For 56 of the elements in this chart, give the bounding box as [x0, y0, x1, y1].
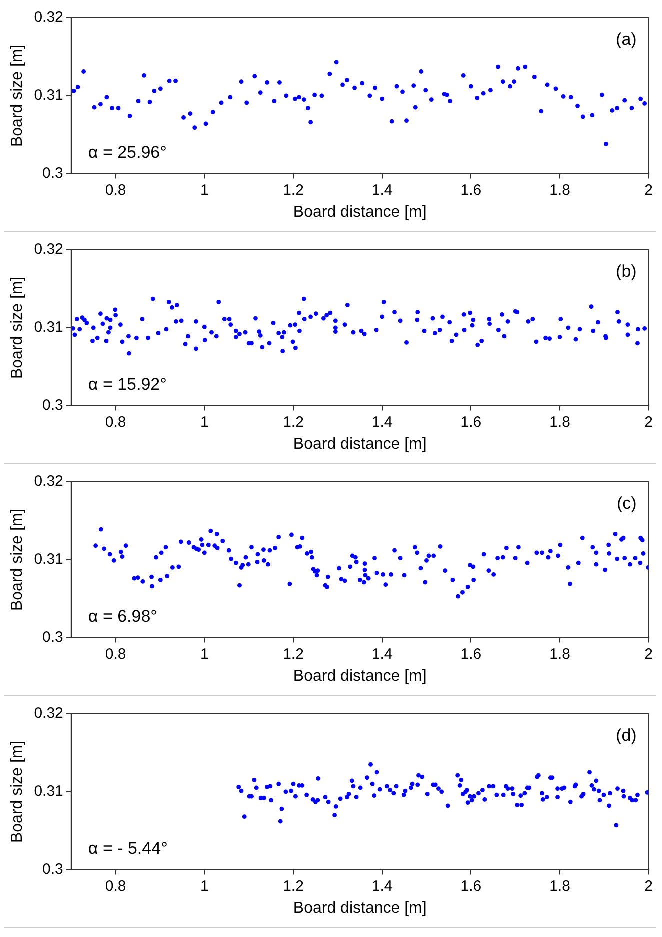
y-tick-label: 0.32: [34, 241, 64, 258]
x-tick-label: 1.4: [372, 646, 393, 663]
x-tick-label: 1.8: [550, 646, 570, 663]
x-tick-label: 1: [200, 646, 209, 663]
x-tick-label: 1.8: [550, 182, 570, 199]
x-axis-title: Board distance [m]: [293, 900, 427, 917]
annotation: (d): [616, 726, 637, 746]
x-tick-label: 1.6: [460, 182, 482, 199]
x-tick-label: 2: [644, 878, 653, 895]
x-tick-label: 0.8: [105, 646, 126, 663]
x-tick-label: 1: [200, 878, 209, 895]
annotation: α = 15.92°: [88, 374, 167, 394]
x-tick-label: 2: [644, 182, 653, 199]
annotation: (b): [616, 262, 637, 282]
x-tick-label: 1: [200, 182, 209, 199]
x-tick-label: 1.2: [283, 414, 304, 431]
x-tick-label: 1.4: [372, 414, 393, 431]
y-tick-label: 0.31: [34, 319, 64, 336]
annotation: α = - 5.44°: [88, 838, 168, 858]
x-tick-label: 2: [644, 646, 653, 663]
y-tick-label: 0.3: [42, 860, 64, 878]
annotation: α = 25.96°: [88, 142, 167, 162]
x-tick-label: 1.6: [460, 414, 482, 431]
y-axis-title: Board size [m]: [9, 508, 26, 612]
x-tick-label: 0.8: [105, 878, 126, 895]
x-tick-label: 1.2: [283, 182, 304, 199]
x-tick-label: 1: [200, 414, 209, 431]
y-tick-label: 0.31: [34, 87, 64, 104]
x-axis-title: Board distance [m]: [293, 436, 427, 453]
y-axis-title: Board size [m]: [9, 740, 26, 844]
y-tick-label: 0.3: [42, 164, 64, 182]
y-tick-label: 0.3: [42, 628, 64, 646]
annotation: α = 6.98°: [88, 606, 158, 626]
y-axis-title: Board size [m]: [9, 276, 26, 380]
y-tick-label: 0.32: [34, 9, 64, 26]
x-tick-label: 1.2: [283, 646, 304, 663]
y-tick-label: 0.31: [34, 783, 64, 800]
y-tick-label: 0.3: [42, 396, 64, 414]
x-tick-label: 1.2: [283, 878, 304, 895]
x-tick-label: 1.8: [550, 878, 570, 895]
x-tick-label: 1.4: [372, 182, 393, 199]
x-axis-title: Board distance [m]: [293, 668, 427, 685]
annotation: (a): [616, 30, 637, 50]
x-tick-label: 0.8: [105, 182, 126, 199]
x-tick-label: 0.8: [105, 414, 126, 431]
y-axis-title: Board size [m]: [9, 44, 26, 148]
x-tick-label: 2: [644, 414, 653, 431]
y-tick-label: 0.32: [34, 473, 64, 490]
x-axis-title: Board distance [m]: [293, 204, 427, 221]
y-tick-label: 0.31: [34, 551, 64, 568]
annotation: (c): [617, 494, 637, 514]
x-tick-label: 1.4: [372, 878, 393, 895]
x-tick-label: 1.6: [460, 878, 482, 895]
y-tick-label: 0.32: [34, 705, 64, 722]
x-tick-label: 1.8: [550, 414, 570, 431]
x-tick-label: 1.6: [460, 646, 482, 663]
